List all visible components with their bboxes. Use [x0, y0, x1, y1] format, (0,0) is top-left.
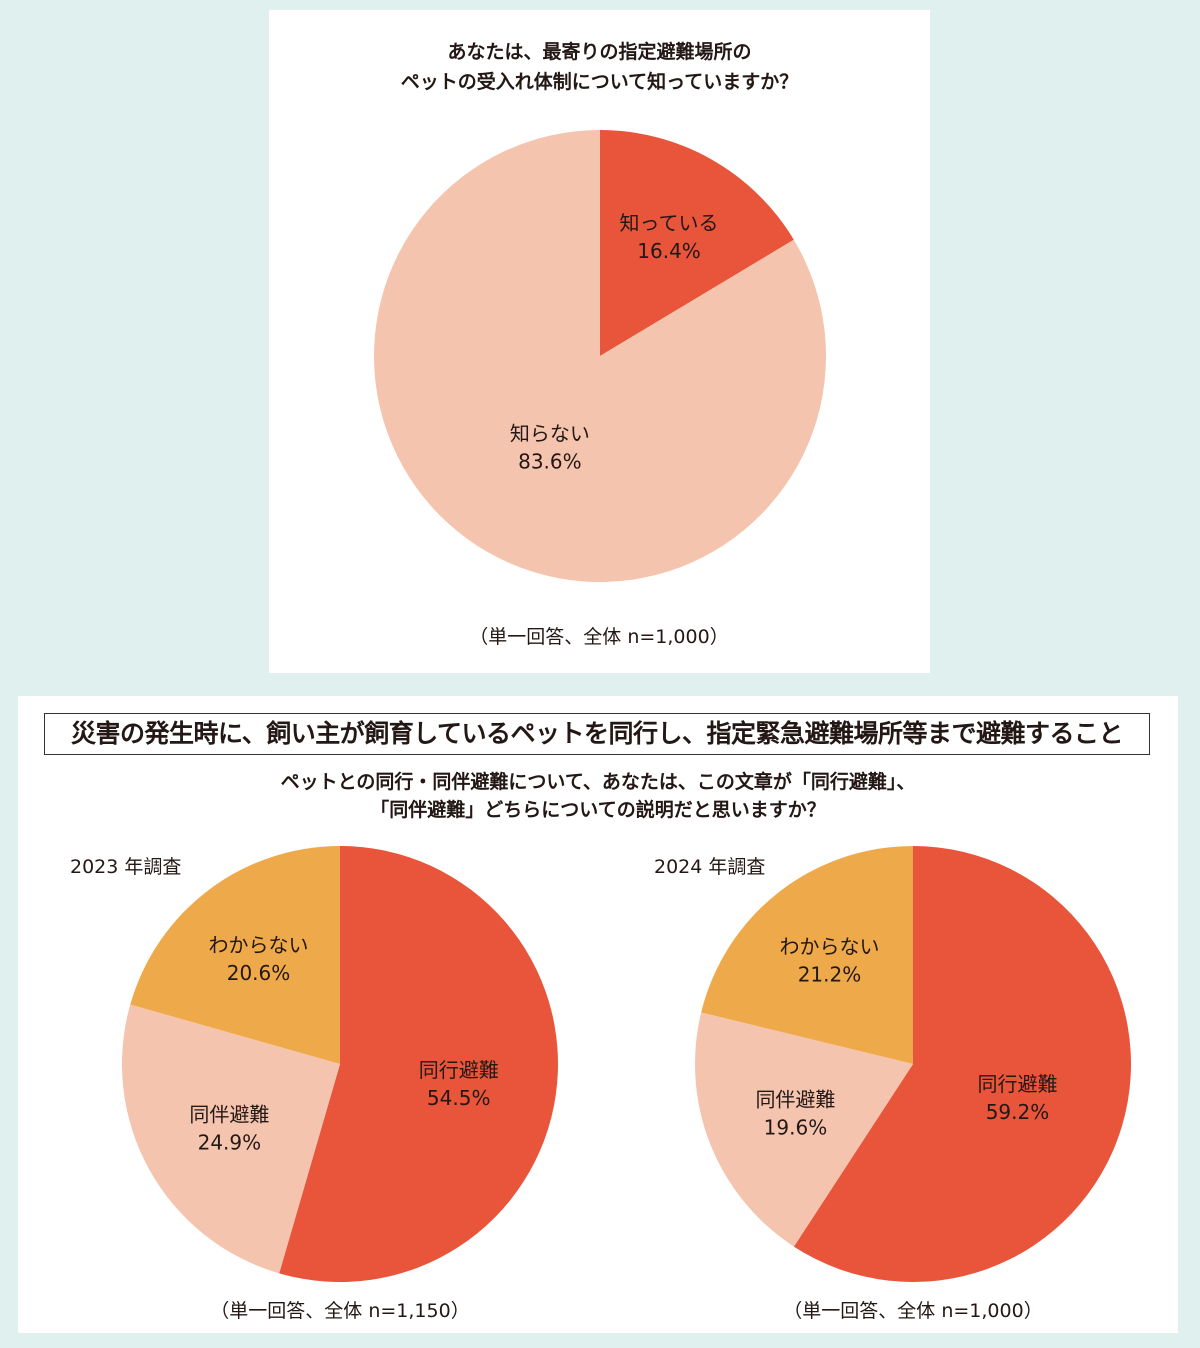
- pie-slice-0-0: [600, 130, 794, 356]
- slice-value: 21.2%: [798, 963, 862, 987]
- pie-slice-2-0: [793, 846, 1132, 1282]
- pie-slice-0-1: [374, 130, 827, 582]
- definition-box: 災害の発生時に、飼い主が飼育しているペットを同行し、指定緊急避難場所等まで避難す…: [44, 713, 1150, 755]
- chart-note-2023: （単一回答、全体 n=1,150）: [210, 1300, 470, 1322]
- pie-slice-1-2: [130, 846, 340, 1064]
- slice-label: 知っている: [620, 211, 719, 235]
- pie-slice-2-1: [694, 1012, 913, 1247]
- pie-slice-1-1: [122, 1004, 340, 1274]
- slice-value: 20.6%: [227, 961, 291, 985]
- slice-value: 83.6%: [518, 449, 582, 473]
- chart-title-line-2: ペットの受入れ体制について知っていますか？: [400, 71, 799, 93]
- slice-label: わからない: [209, 933, 309, 957]
- slice-label: 同伴避難: [189, 1102, 269, 1126]
- chart-note: （単一回答、全体 n=1,000）: [469, 626, 729, 648]
- slice-value: 24.9%: [198, 1130, 262, 1154]
- slice-label: 同伴避難: [755, 1088, 835, 1112]
- slice-label: 同行避難: [419, 1058, 499, 1082]
- chart-title-line-1: あなたは、最寄りの指定避難場所の: [447, 41, 752, 63]
- pie-slice-2-2: [701, 846, 913, 1064]
- chart-note-2024: （単一回答、全体 n=1,000）: [783, 1300, 1043, 1322]
- subtitle-2024: 2024 年調査: [654, 856, 766, 878]
- slice-value: 54.5%: [427, 1086, 491, 1110]
- pie-slice-1-0: [279, 846, 559, 1282]
- question-line-2: 「同伴避難」どちらについての説明だと思いますか？: [370, 799, 826, 821]
- slice-value: 19.6%: [764, 1116, 828, 1140]
- slice-label: わからない: [779, 935, 879, 959]
- slice-value: 16.4%: [637, 239, 701, 263]
- slice-label: 知らない: [510, 421, 590, 445]
- question-line-1: ペットとの同行・同伴避難について、あなたは、この文章が「同行避難」、: [280, 771, 916, 793]
- slice-value: 59.2%: [986, 1100, 1050, 1124]
- subtitle-2023: 2023 年調査: [70, 856, 182, 878]
- slice-label: 同行避難: [977, 1072, 1057, 1096]
